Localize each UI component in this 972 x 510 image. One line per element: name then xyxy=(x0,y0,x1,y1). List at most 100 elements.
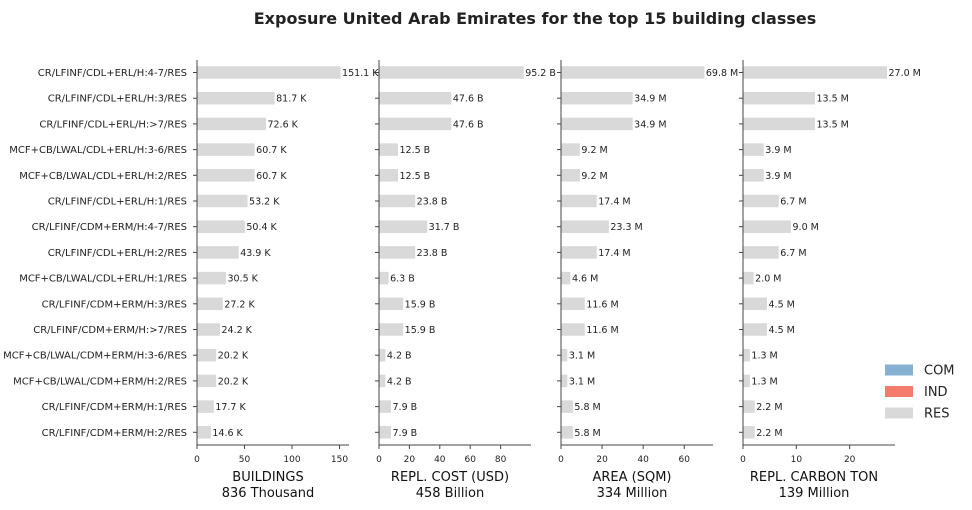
bar xyxy=(197,66,341,79)
x-tick-label: 0 xyxy=(376,455,382,465)
panel-4: 27.0 M 13.5 M 13.5 M 3.9 M 3.9 M 6.7 M 9.0 M 6.… xyxy=(739,60,921,501)
category-label: CR/LFINF/CDL+ERL/H:1/RES xyxy=(48,197,187,208)
value-label: 9.2 M xyxy=(581,171,607,182)
bar xyxy=(197,117,266,131)
value-label: 1.3 M xyxy=(751,376,777,387)
value-label: 34.9 M xyxy=(634,119,666,130)
bar xyxy=(561,374,568,388)
panel-1: 151.1 K 81.7 K 72.6 K 60.7 K 60.7 K 53.2 K 50.… xyxy=(193,60,379,501)
x-tick-label: 0 xyxy=(740,455,746,465)
bar xyxy=(743,169,764,182)
value-label: 23.8 B xyxy=(417,248,448,259)
x-axis-total: 458 Billion xyxy=(416,486,485,501)
bar xyxy=(379,143,398,156)
value-label: 1.3 M xyxy=(751,351,777,362)
bar xyxy=(743,117,815,131)
x-tick-label: 10 xyxy=(791,455,803,465)
value-label: 47.6 B xyxy=(453,94,484,105)
x-tick-label: 40 xyxy=(637,455,649,465)
value-label: 43.9 K xyxy=(240,248,271,259)
bar xyxy=(561,400,573,413)
bar xyxy=(379,374,386,388)
bar xyxy=(561,117,633,131)
panel-3: 69.8 M 34.9 M 34.9 M 9.2 M 9.2 M 17.4 M 23.3 M… xyxy=(557,60,738,501)
bar xyxy=(743,220,791,233)
category-label: CR/LFINF/CDM+ERM/H:3/RES xyxy=(42,299,187,310)
value-label: 23.8 B xyxy=(417,197,448,208)
value-label: 4.5 M xyxy=(769,299,795,310)
bar xyxy=(561,348,568,362)
bar xyxy=(197,220,245,233)
value-label: 27.2 K xyxy=(224,299,255,310)
bar xyxy=(561,194,597,208)
bar xyxy=(561,143,580,156)
bar xyxy=(197,91,275,105)
category-label: CR/LFINF/CDM+ERM/H:4-7/RES xyxy=(32,222,187,233)
panel-2: 95.2 B 47.6 B 47.6 B 12.5 B 12.5 B 23.8 B 31.7… xyxy=(375,60,556,501)
bar xyxy=(379,271,389,285)
panels: 151.1 K 81.7 K 72.6 K 60.7 K 60.7 K 53.2 K 50.… xyxy=(193,60,921,501)
x-tick-label: 100 xyxy=(283,455,300,465)
bar xyxy=(743,348,750,362)
bar xyxy=(379,117,452,131)
bar xyxy=(379,220,428,233)
value-label: 69.8 M xyxy=(706,68,738,79)
value-label: 17.4 M xyxy=(598,248,630,259)
value-label: 31.7 B xyxy=(429,222,460,233)
value-label: 50.4 K xyxy=(246,222,277,233)
bar xyxy=(197,374,217,388)
x-axis-label: BUILDINGS xyxy=(232,470,303,485)
bar xyxy=(379,246,416,259)
x-axis-total: 139 Million xyxy=(779,486,850,501)
category-label: CR/LFINF/CDL+ERL/H:3/RES xyxy=(48,94,187,105)
value-label: 24.2 K xyxy=(221,325,252,336)
value-label: 11.6 M xyxy=(586,325,618,336)
bar xyxy=(743,143,764,156)
x-tick-label: 20 xyxy=(596,455,608,465)
value-label: 47.6 B xyxy=(453,119,484,130)
category-label: CR/LFINF/CDL+ERL/H:2/RES xyxy=(48,248,187,259)
value-label: 3.1 M xyxy=(569,351,595,362)
value-label: 13.5 M xyxy=(817,94,849,105)
bar xyxy=(379,348,386,362)
value-label: 6.7 M xyxy=(780,248,806,259)
category-label: CR/LFINF/CDM+ERM/H:2/RES xyxy=(42,428,187,439)
bar xyxy=(197,194,248,208)
bar xyxy=(743,66,887,79)
value-label: 4.6 M xyxy=(572,274,598,285)
bar xyxy=(379,194,416,208)
bar xyxy=(561,91,633,105)
value-label: 151.1 K xyxy=(342,68,379,79)
value-label: 20.2 K xyxy=(218,376,249,387)
x-axis-total: 836 Thousand xyxy=(222,486,315,501)
value-label: 30.5 K xyxy=(227,274,258,285)
value-label: 95.2 B xyxy=(525,68,556,79)
bar xyxy=(197,400,214,413)
bar xyxy=(561,271,571,285)
value-label: 15.9 B xyxy=(405,325,436,336)
bar xyxy=(743,271,754,285)
value-label: 11.6 M xyxy=(586,299,618,310)
x-tick-label: 60 xyxy=(679,455,691,465)
value-label: 15.9 B xyxy=(405,299,436,310)
bar xyxy=(743,194,779,208)
value-label: 4.2 B xyxy=(387,351,412,362)
value-label: 3.1 M xyxy=(569,376,595,387)
value-label: 14.6 K xyxy=(212,428,243,439)
x-tick-label: 50 xyxy=(239,455,251,465)
x-axis-label: REPL. CARBON TON xyxy=(750,470,878,485)
value-label: 5.8 M xyxy=(574,402,600,413)
x-tick-label: 60 xyxy=(464,455,476,465)
bar xyxy=(379,323,404,336)
value-label: 34.9 M xyxy=(634,94,666,105)
legend-label: RES xyxy=(924,407,950,422)
value-label: 5.8 M xyxy=(574,428,600,439)
bar xyxy=(561,220,609,233)
x-tick-label: 0 xyxy=(194,455,200,465)
value-label: 3.9 M xyxy=(765,145,791,156)
value-label: 17.4 M xyxy=(598,197,630,208)
value-label: 7.9 B xyxy=(393,428,418,439)
legend-label: COM xyxy=(924,364,955,379)
bar xyxy=(743,400,755,413)
